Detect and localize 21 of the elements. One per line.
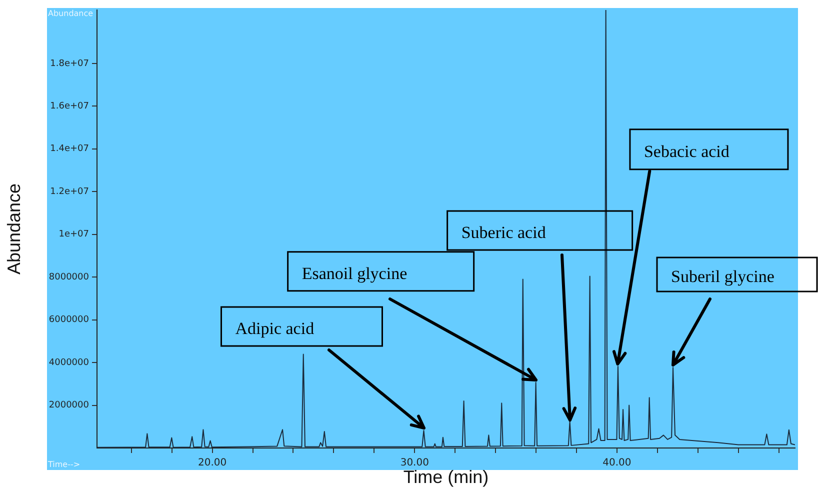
text: Abundance <box>48 9 94 18</box>
x-tick-label: 20.00 <box>198 458 227 469</box>
y-axis-title: Abundance <box>4 183 24 275</box>
y-tick-label: 8000000 <box>48 272 90 282</box>
y-tick-label: 4000000 <box>48 358 90 368</box>
y-tick-label: 1.6e+07 <box>50 101 89 112</box>
annotation: Suberil glycine <box>671 266 774 286</box>
y-tick-label: 1e+07 <box>58 230 89 240</box>
x-axis-title: Time (min) <box>403 467 489 488</box>
y-tick-label: 1.4e+07 <box>50 144 89 154</box>
text: Time--> <box>47 460 80 470</box>
y-tick-label: 2000000 <box>48 400 90 411</box>
y-tick-label: 1.8e+07 <box>50 58 89 69</box>
annotation: Suberic acid <box>461 222 546 242</box>
y-tick-label: 6000000 <box>48 315 90 326</box>
annotation: Esanoil glycine <box>302 264 408 283</box>
annotation: Adipic acid <box>235 318 315 338</box>
x-tick-label: 40.00 <box>602 458 632 469</box>
annotation: Sebacic acid <box>644 142 730 161</box>
x-tick-label: 30.00 <box>400 458 429 469</box>
y-tick-label: 1.2e+07 <box>50 186 89 197</box>
